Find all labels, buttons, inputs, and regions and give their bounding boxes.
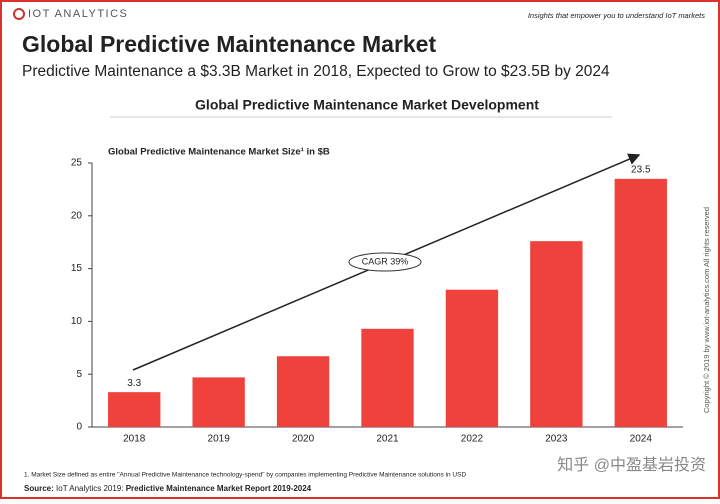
y-tick-label: 0 xyxy=(76,422,82,433)
footnote: 1. Market Size defined as entire "Annual… xyxy=(24,472,466,479)
x-tick-label: 2020 xyxy=(292,434,315,445)
x-tick-label: 2018 xyxy=(123,434,146,445)
logo xyxy=(13,8,25,20)
x-tick-label: 2023 xyxy=(545,434,568,445)
bar xyxy=(108,392,161,427)
bar xyxy=(614,178,667,427)
value-label: 3.3 xyxy=(127,378,141,389)
copyright: Copyright © 2019 by www.iot-analytics.co… xyxy=(702,207,711,413)
x-tick-label: 2022 xyxy=(461,434,484,445)
subtitle: Predictive Maintenance a $3.3B Market in… xyxy=(22,63,610,80)
y-tick-label: 15 xyxy=(71,263,83,274)
x-tick-label: 2024 xyxy=(630,434,653,445)
source-text: IoT Analytics 2019: xyxy=(56,484,123,493)
bar xyxy=(530,241,583,427)
bar xyxy=(445,289,499,427)
source: Source: IoT Analytics 2019: Predictive M… xyxy=(24,484,312,493)
x-tick-label: 2021 xyxy=(376,434,399,445)
x-tick-label: 2019 xyxy=(208,434,231,445)
annotation-oval xyxy=(348,252,422,272)
y-tick-label: 25 xyxy=(71,158,83,169)
value-label: 23.5 xyxy=(631,164,651,175)
tagline: Insights that empower you to understand … xyxy=(528,11,705,20)
watermark: 知乎 @中盈基岩投资 xyxy=(557,456,706,474)
title: Global Predictive Maintenance Market xyxy=(22,31,436,57)
y-tick-label: 5 xyxy=(76,369,82,380)
y-tick-label: 20 xyxy=(71,210,83,221)
bar xyxy=(192,377,245,427)
bar xyxy=(361,328,414,427)
y-label: Global Predictive Maintenance Market Siz… xyxy=(108,147,330,158)
brand: IOT ANALYTICS xyxy=(28,8,128,20)
bar xyxy=(276,356,330,427)
y-tick-label: 10 xyxy=(71,316,83,327)
chart-title: Global Predictive Maintenance Market Dev… xyxy=(195,97,539,113)
source-report: Predictive Maintenance Market Report 201… xyxy=(126,484,312,493)
annotation: CAGR 39% xyxy=(362,256,409,266)
source-label: Source: xyxy=(24,484,54,493)
